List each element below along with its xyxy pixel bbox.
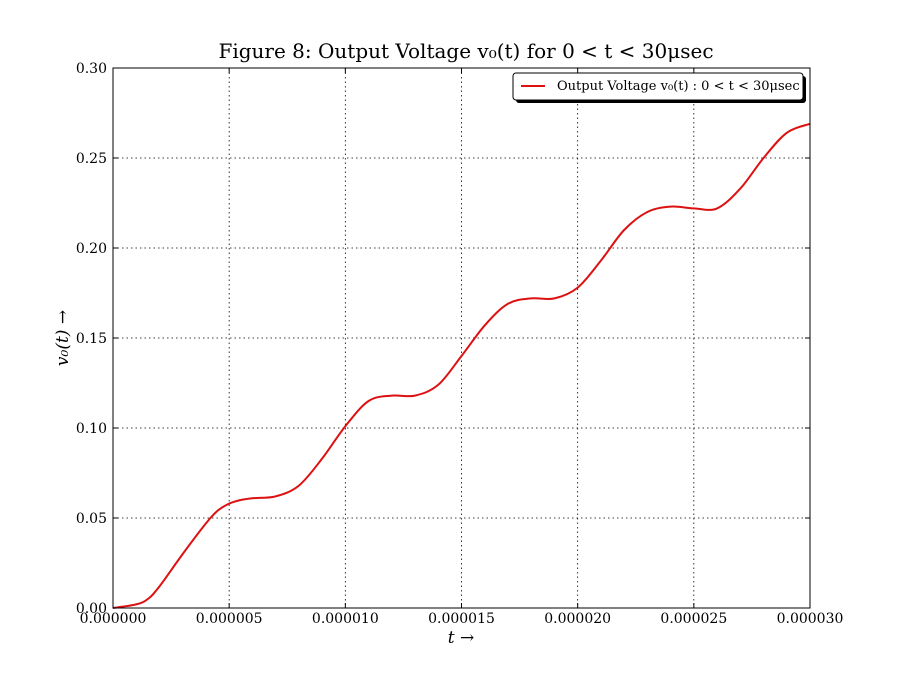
x-tick-label: 0.000030 (777, 611, 844, 627)
data-point (623, 229, 625, 231)
data-point (669, 205, 671, 207)
y-tick-label: 0.00 (76, 601, 107, 617)
y-tick-label: 0.25 (76, 151, 107, 167)
chart-title: Figure 8: Output Voltage v₀(t) for 0 < t… (218, 39, 713, 63)
data-point (460, 355, 462, 357)
data-point (716, 207, 718, 209)
data-point (182, 553, 184, 555)
data-point (298, 484, 300, 486)
data-point (240, 499, 242, 501)
data-point (530, 297, 532, 299)
data-point (507, 303, 509, 305)
y-tick-label: 0.10 (76, 421, 107, 437)
series-line (112, 122, 811, 609)
data-point (251, 497, 253, 499)
tick-marks (112, 67, 811, 609)
data-point (600, 259, 602, 261)
legend: Output Voltage v₀(t) : 0 < t < 30μsec (512, 72, 806, 103)
x-tick-label: 0.000010 (312, 611, 379, 627)
y-tick-label: 0.20 (76, 241, 107, 257)
data-point (786, 132, 788, 134)
data-point (274, 495, 276, 497)
data-point (367, 400, 369, 402)
data-point (739, 187, 741, 189)
data-point (205, 522, 207, 524)
y-tick-label: 0.15 (76, 331, 107, 347)
data-point (762, 157, 764, 159)
y-tick-label: 0.30 (76, 61, 107, 77)
data-point (135, 603, 137, 605)
legend-box (512, 72, 804, 101)
data-point (147, 598, 149, 600)
data-point (414, 394, 416, 396)
legend-entry-label: Output Voltage v₀(t) : 0 < t < 30μsec (557, 79, 800, 94)
x-axis-label: t → (448, 628, 474, 648)
x-tick-label: 0.000000 (80, 611, 147, 627)
data-point (321, 457, 323, 459)
data-point (484, 324, 486, 326)
x-tick-labels: 0.000000 0.000005 0.000010 0.000015 0.000020… (80, 611, 844, 627)
series-layer (112, 122, 811, 609)
data-point (553, 297, 555, 299)
data-point (216, 510, 218, 512)
data-point (158, 585, 160, 587)
data-point (437, 384, 439, 386)
data-point (576, 286, 578, 288)
data-point (646, 211, 648, 213)
x-tick-label: 0.000015 (428, 611, 495, 627)
y-tick-label: 0.05 (76, 511, 107, 527)
x-tick-label: 0.000005 (196, 611, 263, 627)
data-point (344, 425, 346, 427)
x-tick-label: 0.000025 (660, 611, 727, 627)
data-point (391, 394, 393, 396)
x-tick-label: 0.000020 (544, 611, 611, 627)
data-point (228, 502, 230, 504)
y-tick-labels: 0.00 0.05 0.10 0.15 0.20 0.25 0.30 (76, 61, 107, 617)
data-point (693, 207, 695, 209)
grid (112, 67, 811, 609)
y-axis-label: v₀(t) → (53, 310, 73, 366)
